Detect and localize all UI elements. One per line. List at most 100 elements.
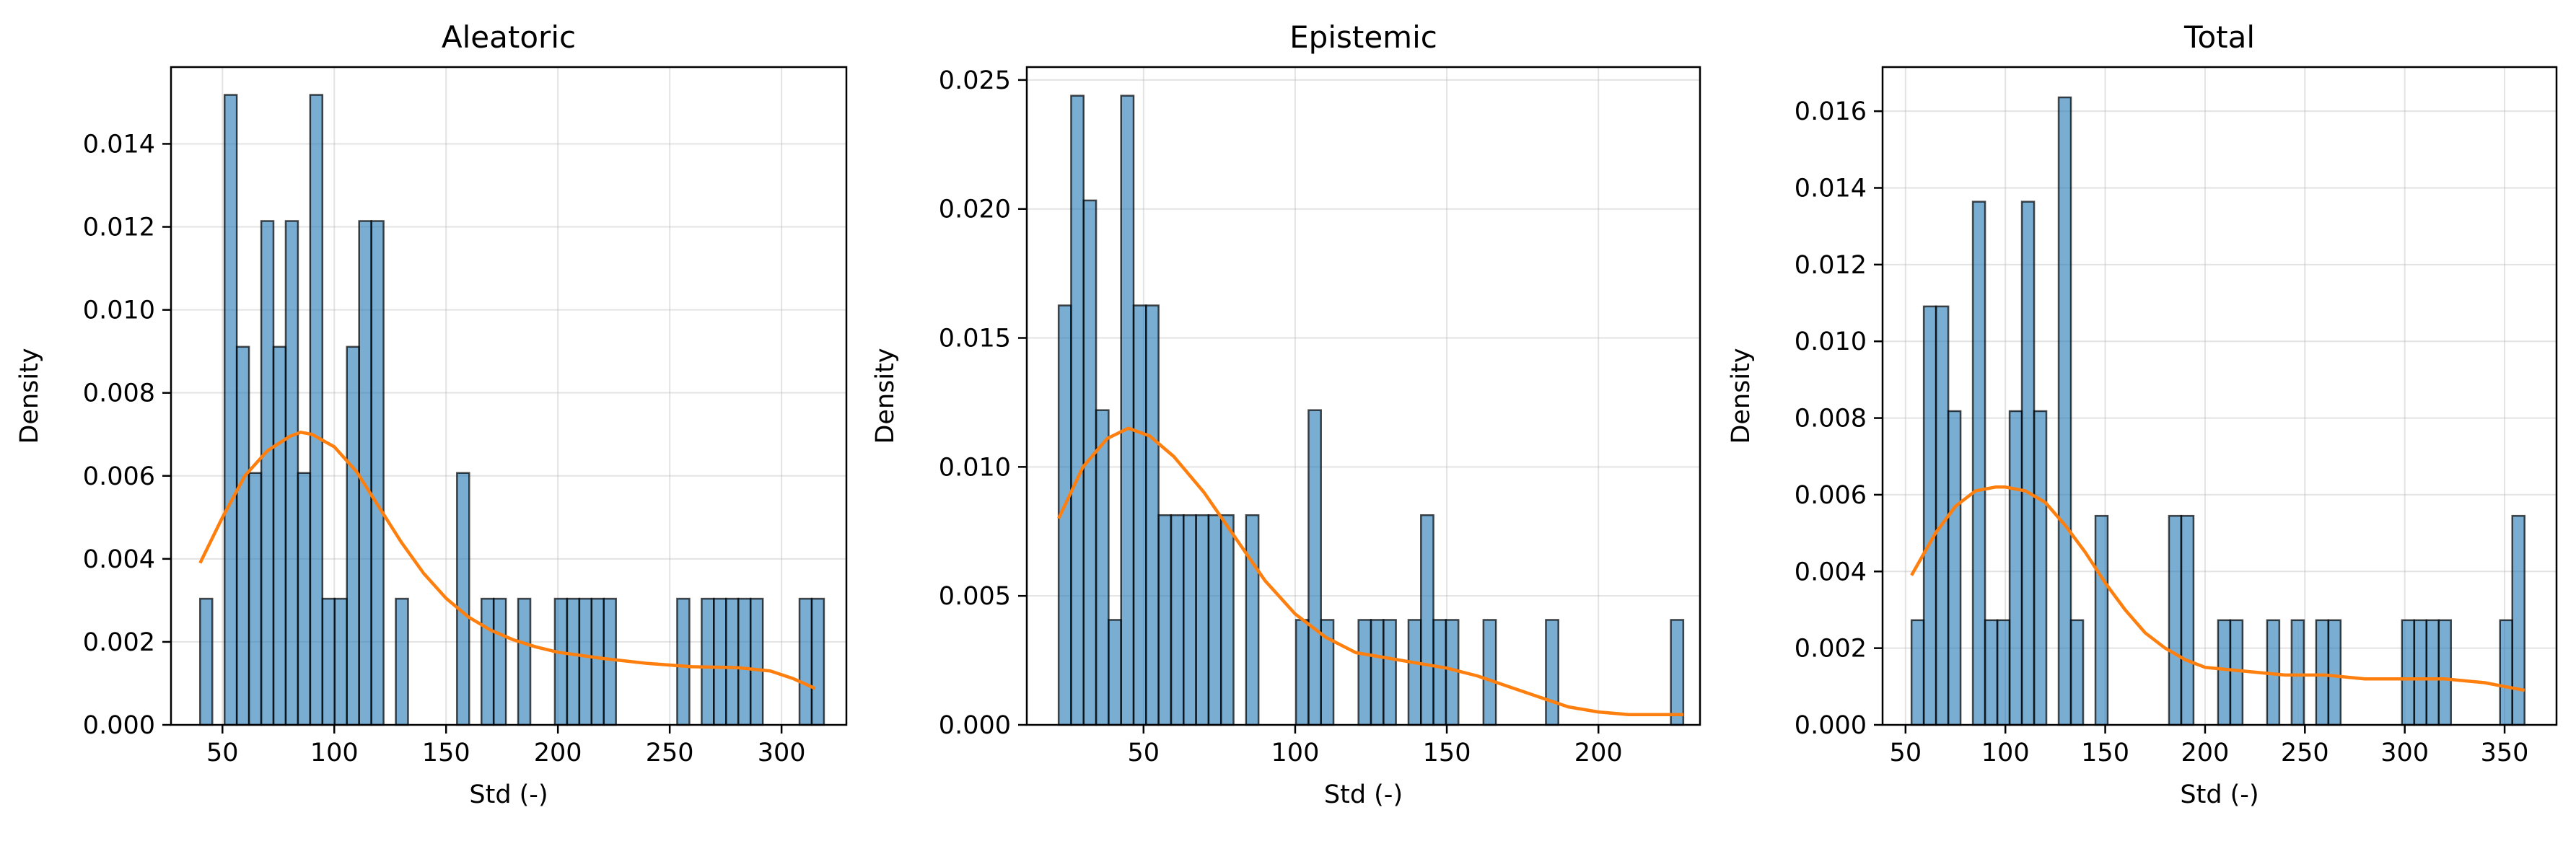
histogram-bar — [2217, 619, 2232, 726]
histogram-bar — [1357, 619, 1372, 726]
axes-frame — [1881, 66, 2558, 726]
histogram-bar — [2057, 96, 2072, 726]
histogram-bar — [1971, 201, 1986, 726]
x-tick-label: 150 — [1423, 739, 1471, 767]
histogram-bar — [566, 597, 581, 726]
histogram-bar — [1120, 94, 1135, 726]
histogram-bar — [1370, 619, 1385, 726]
y-tick-label: 0.004 — [1795, 558, 1867, 586]
histogram-bar — [1157, 514, 1173, 726]
y-tick-label: 0.015 — [939, 325, 1011, 353]
y-tick-label: 0.002 — [83, 628, 155, 657]
histogram-bar — [2168, 514, 2183, 726]
histogram-bar — [1095, 409, 1110, 726]
histogram-bar — [1432, 619, 1447, 726]
histogram-bar — [713, 597, 727, 726]
chart-title: Total — [2183, 19, 2255, 55]
y-tick-label: 0.002 — [1795, 635, 1867, 664]
x-tick-label: 200 — [1574, 739, 1623, 767]
y-tick-label: 0.025 — [939, 66, 1011, 95]
x-tick-label: 350 — [2481, 739, 2529, 767]
axes-frame — [1025, 66, 1701, 726]
y-tick-label: 0.006 — [1795, 481, 1867, 510]
x-tick-label: 50 — [1890, 739, 1922, 767]
y-tick-label: 0.014 — [1795, 175, 1867, 203]
x-tick-label: 100 — [1981, 739, 2030, 767]
x-tick-label: 250 — [646, 739, 694, 767]
histogram-bar — [1070, 94, 1085, 726]
y-tick-label: 0.008 — [1795, 405, 1867, 433]
y-tick-label: 0.006 — [83, 462, 155, 491]
x-tick-label: 200 — [534, 739, 582, 767]
histogram-bar — [737, 597, 752, 726]
histogram-bar — [1984, 619, 1999, 726]
chart-panel-epistemic: 50 100 150 200 0.000 0.005 0.010 0.015 0.020 0.02… — [871, 19, 1701, 809]
histogram-bar — [2499, 619, 2513, 726]
histogram-bar — [1145, 304, 1160, 726]
histogram-bar — [199, 597, 214, 726]
histogram-bar — [2327, 619, 2342, 726]
kde-line — [198, 431, 816, 690]
y-tick-label: 0.010 — [83, 296, 155, 325]
histogram-bar — [1407, 619, 1422, 726]
x-tick-label: 100 — [310, 739, 359, 767]
histogram-bar — [1294, 619, 1310, 726]
histogram-bar — [2094, 514, 2109, 726]
histogram-bar — [1670, 619, 1685, 726]
x-tick-label: 50 — [1128, 739, 1160, 767]
x-tick-label: 150 — [2081, 739, 2129, 767]
y-tick-label: 0.005 — [939, 582, 1011, 611]
histogram-bar — [701, 597, 715, 726]
histogram-bar — [578, 597, 593, 726]
histogram-bar — [2033, 410, 2048, 726]
histogram-bar — [676, 597, 691, 726]
y-tick-label: 0.016 — [1795, 97, 1867, 126]
histogram-bar — [1383, 619, 1397, 726]
y-tick-label: 0.014 — [83, 130, 155, 159]
histogram-bar — [1219, 514, 1235, 726]
histogram-bar — [235, 345, 250, 726]
histogram-bar — [2425, 619, 2440, 726]
y-tick-label: 0.012 — [83, 213, 155, 242]
y-tick-label: 0.012 — [1795, 251, 1867, 280]
histogram-bar — [1307, 409, 1322, 726]
histogram-bar — [480, 597, 495, 726]
x-tick-label: 100 — [1271, 739, 1320, 767]
histogram-bar — [297, 472, 312, 726]
y-tick-label: 0.010 — [939, 453, 1011, 482]
y-tick-label: 0.004 — [83, 545, 155, 574]
histogram-bar — [2437, 619, 2453, 726]
histogram-bar — [2069, 619, 2085, 726]
histogram-bar — [1445, 619, 1460, 726]
chart-panel-aleatoric: 50 100 150 200 250 300 0.000 0.002 0.004 0.006 0.0… — [15, 19, 848, 809]
histogram-bar — [284, 220, 299, 726]
chart-title: Aleatoric — [442, 19, 576, 55]
histogram-bar — [1420, 514, 1434, 726]
histogram-bar — [370, 220, 385, 726]
histogram-bar — [2511, 514, 2525, 726]
histogram-bar — [1922, 305, 1937, 726]
x-axis-label: Std (-) — [469, 780, 548, 809]
histogram-bar — [321, 597, 336, 726]
histogram-bar — [223, 94, 238, 726]
x-tick-label: 200 — [2181, 739, 2230, 767]
y-tick-label: 0.010 — [1795, 327, 1867, 356]
histogram-bar — [247, 472, 263, 726]
y-tick-label: 0.000 — [939, 711, 1011, 740]
histogram-bar — [1170, 514, 1185, 726]
histogram-bar — [553, 597, 569, 726]
histogram-bar — [1910, 619, 1925, 726]
histogram-bar — [2229, 619, 2244, 726]
histogram-bar — [2008, 410, 2023, 726]
y-tick-label: 0.008 — [83, 379, 155, 408]
histogram-bar — [1545, 619, 1559, 726]
histogram-bar — [725, 597, 740, 726]
y-axis-label: Density — [1727, 348, 1756, 444]
x-axis-label: Std (-) — [1324, 780, 1403, 809]
histogram-bar — [1245, 514, 1260, 726]
histogram-bar — [1207, 514, 1222, 726]
y-tick-label: 0.000 — [1795, 711, 1867, 740]
histogram-bar — [309, 94, 324, 726]
x-tick-label: 50 — [206, 739, 239, 767]
